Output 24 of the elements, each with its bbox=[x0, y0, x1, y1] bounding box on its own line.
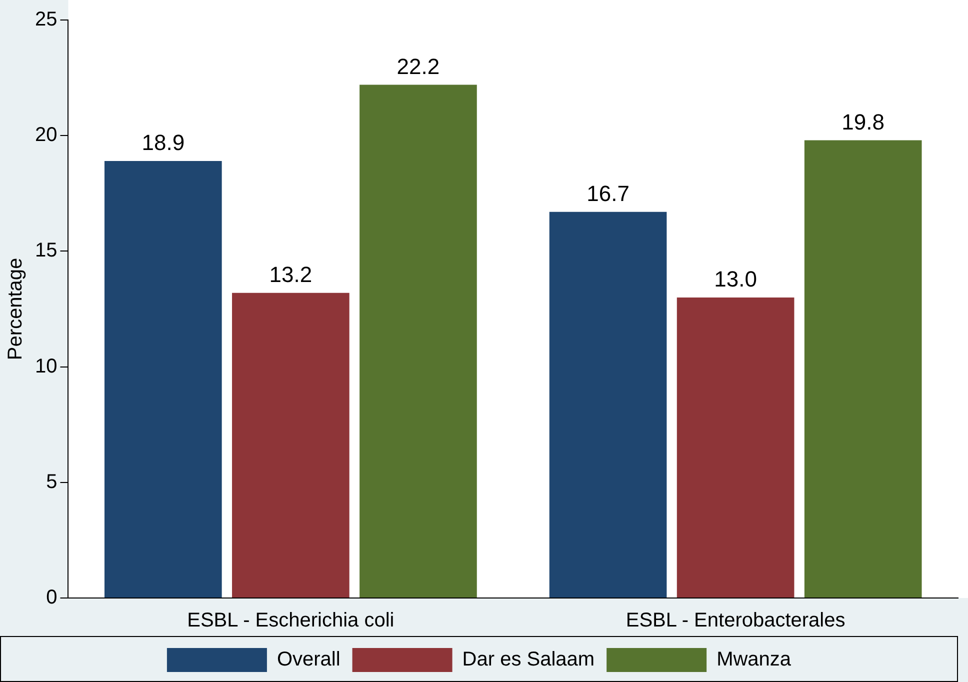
x-tick-label: ESBL - Enterobacterales bbox=[626, 610, 846, 632]
text: 13.0 bbox=[714, 266, 757, 292]
y-axis-title: Percentage bbox=[4, 258, 27, 360]
text: 18.9 bbox=[142, 130, 185, 156]
x-tick-label: ESBL - Escherichia coli bbox=[187, 610, 394, 632]
legend-label: Overall bbox=[276, 648, 340, 671]
y-tick-label: 25 bbox=[34, 8, 58, 31]
text: 13.2 bbox=[269, 262, 312, 287]
y-tick-label: 20 bbox=[34, 124, 58, 146]
bar bbox=[104, 161, 222, 598]
bar bbox=[549, 212, 667, 598]
text: 19.8 bbox=[842, 109, 885, 134]
text: 16.7 bbox=[586, 180, 630, 206]
y-tick-label: 0 bbox=[46, 586, 58, 609]
text: 22.2 bbox=[396, 54, 440, 79]
bar bbox=[676, 297, 794, 598]
y-tick-label: 10 bbox=[34, 355, 58, 378]
bar bbox=[232, 292, 350, 598]
legend-label: Dar es Salaam bbox=[462, 648, 595, 671]
bar bbox=[804, 140, 922, 598]
y-tick-label: 5 bbox=[46, 470, 58, 493]
y-tick-label: 15 bbox=[34, 240, 58, 262]
legend-label: Mwanza bbox=[716, 648, 792, 671]
bar bbox=[360, 84, 477, 598]
